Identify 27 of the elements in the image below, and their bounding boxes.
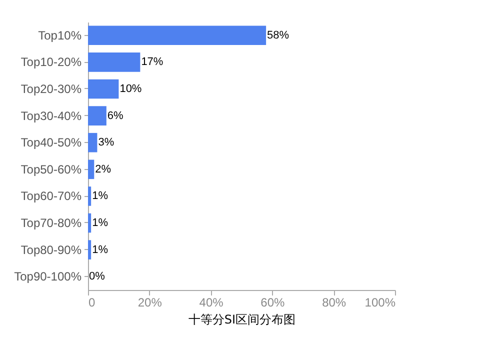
data-label: 10% <box>120 83 142 95</box>
data-label: 0% <box>89 270 106 283</box>
y-tick-label: Top50-60% <box>20 162 82 176</box>
y-tick-label: Top80-90% <box>20 242 82 257</box>
y-tick-label: Top10% <box>38 28 82 42</box>
x-tick-label: 80% <box>322 296 346 310</box>
x-tick-label: 0 <box>88 296 96 310</box>
x-tick-label: 40% <box>199 296 224 310</box>
data-label: 2% <box>95 163 112 176</box>
x-tick-label: 20% <box>138 296 162 310</box>
data-label: 6% <box>107 110 124 122</box>
y-tick-label: Top10-20% <box>20 55 82 70</box>
data-label: 58% <box>267 29 290 42</box>
y-tick-label: Top60-70% <box>20 189 82 204</box>
y-tick-label: Top40-50% <box>20 136 82 150</box>
y-tick-label: Top30-40% <box>20 108 82 123</box>
y-tick-label: Top20-30% <box>20 82 82 96</box>
x-tick-label: 60% <box>260 296 286 310</box>
data-label: 1% <box>92 190 108 202</box>
x-tick-label: 100% <box>364 296 396 310</box>
data-label: 17% <box>141 56 164 68</box>
data-label: 1% <box>92 217 108 229</box>
data-label: 3% <box>98 136 114 149</box>
y-tick-label: Top70-80% <box>20 216 82 230</box>
data-label: 1% <box>92 244 108 256</box>
y-tick-label: Top90-100% <box>14 270 82 284</box>
x-axis-title: 十等分SI区间分布图 <box>188 312 296 326</box>
